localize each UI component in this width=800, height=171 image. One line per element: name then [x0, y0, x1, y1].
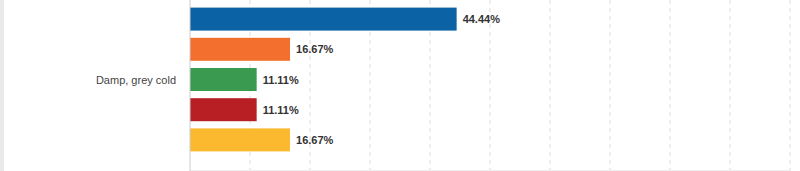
x-axis-line	[190, 170, 790, 171]
bar	[190, 68, 257, 91]
data-label: 16.67%	[296, 134, 334, 146]
bars	[190, 8, 457, 152]
grid-line	[670, 0, 671, 171]
data-label: 11.11%	[263, 74, 299, 86]
data-label: 11.11%	[263, 104, 299, 116]
grid-line	[730, 0, 731, 171]
bar	[190, 8, 457, 31]
grid-line	[610, 0, 611, 171]
grid-line	[790, 0, 791, 171]
bar	[190, 38, 290, 61]
bar	[190, 128, 290, 151]
bar	[190, 98, 257, 121]
data-label: 16.67%	[296, 43, 334, 55]
grid-line	[550, 0, 551, 171]
grid-line	[490, 0, 491, 171]
labels: 44.44% 16.67% 11.11% 11.11% 16.67% Damp, grey…	[96, 13, 500, 146]
panel-edge	[0, 0, 4, 171]
data-label: 44.44%	[463, 13, 501, 25]
chart: 44.44% 16.67% 11.11% 11.11% 16.67% Damp, grey…	[0, 0, 800, 171]
category-label: Damp, grey cold	[96, 74, 176, 86]
y-axis-line	[190, 0, 191, 171]
